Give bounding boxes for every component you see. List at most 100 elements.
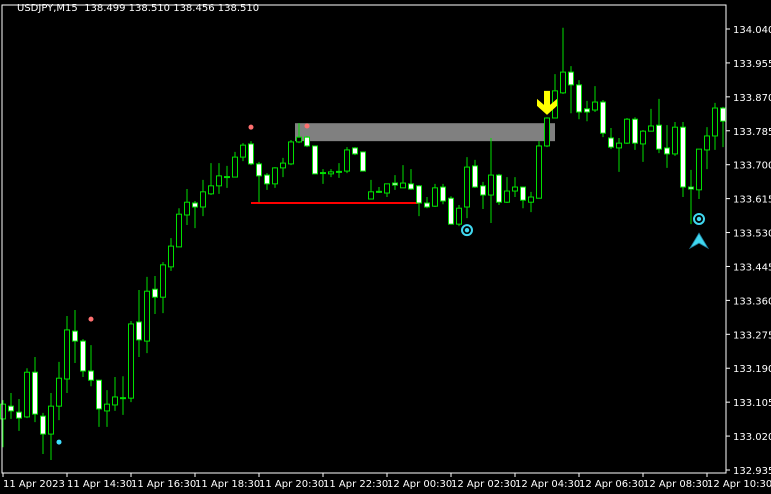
- candle: [528, 191, 534, 213]
- supply-zone: [295, 123, 555, 142]
- candle: [328, 169, 334, 178]
- buy-arrow-icon: [688, 232, 710, 250]
- candle: [16, 398, 22, 431]
- candle-body-bull: [328, 171, 334, 175]
- y-tick-label: 133.445: [733, 262, 771, 273]
- y-tick-label: 133.360: [733, 296, 771, 307]
- candle-body-bear: [600, 101, 606, 134]
- candle: [624, 117, 630, 144]
- candle-body-bull: [232, 156, 238, 178]
- candle: [616, 137, 622, 172]
- candle-body-bear: [576, 84, 582, 113]
- candle-body-bull: [648, 125, 654, 132]
- x-tick-label: 11 Apr 22:30: [323, 479, 388, 490]
- candle: [520, 186, 526, 209]
- candle: [104, 390, 110, 427]
- candle: [376, 187, 382, 194]
- candle: [224, 165, 230, 188]
- ohlc-readout: 138.499 138.510 138.456 138.510: [84, 3, 260, 14]
- candle: [368, 179, 374, 200]
- candle-body-bull: [712, 107, 718, 137]
- candle-body-bear: [656, 124, 662, 150]
- y-tick-label: 133.020: [733, 432, 771, 443]
- cyan-dot-marker: [56, 439, 62, 445]
- candle: [256, 161, 262, 203]
- candle-body-bear: [568, 71, 574, 86]
- candle-body-bear: [496, 174, 502, 203]
- candle: [168, 238, 174, 271]
- symbol-label: USDJPY,M15: [17, 3, 78, 14]
- candle: [96, 379, 102, 427]
- candle: [648, 108, 654, 132]
- x-tick-label: 12 Apr 02:30: [451, 479, 516, 490]
- candle-body-bear: [352, 147, 358, 155]
- candle-body-bear: [608, 137, 614, 148]
- candle-body-bear: [664, 147, 670, 155]
- candle: [480, 181, 486, 209]
- y-tick-label: 133.105: [733, 398, 771, 409]
- candle-body-bull: [592, 101, 598, 111]
- candle-body-bull: [64, 329, 70, 380]
- candle: [8, 392, 14, 419]
- candle: [600, 100, 606, 138]
- candle: [560, 27, 566, 95]
- candle-body-bear: [192, 202, 198, 208]
- candle-body-bull: [488, 174, 494, 196]
- candle: [152, 276, 158, 314]
- candle: [720, 106, 726, 148]
- candle: [288, 139, 294, 166]
- candle-body-bull: [696, 148, 702, 191]
- candle: [424, 197, 430, 209]
- candle: [592, 86, 598, 113]
- candle-body-bull: [544, 117, 550, 147]
- candle-body-bear: [408, 183, 414, 190]
- y-tick-label: 134.040: [733, 25, 771, 36]
- candle-body-bear: [40, 415, 46, 435]
- candle: [344, 147, 350, 174]
- candle: [88, 345, 94, 387]
- candle: [544, 117, 550, 148]
- candle-body-bull: [368, 191, 374, 200]
- candle: [352, 147, 358, 156]
- candle: [464, 157, 470, 219]
- candle: [216, 163, 222, 194]
- candle: [320, 169, 326, 184]
- candle-body-bull: [704, 135, 710, 151]
- x-tick-label: 11 Apr 2023: [3, 479, 65, 490]
- y-tick-label: 133.700: [733, 161, 771, 172]
- x-tick-label: 11 Apr 14:30: [67, 479, 132, 490]
- candle-body-bull: [200, 191, 206, 208]
- candle: [264, 173, 270, 190]
- candle: [176, 208, 182, 248]
- candle-body-bull: [208, 185, 214, 195]
- candle: [432, 183, 438, 207]
- candle: [360, 151, 366, 172]
- candle-body-bear: [424, 202, 430, 208]
- candle-body-bull: [128, 323, 134, 399]
- candle-body-bull: [176, 213, 182, 248]
- candle: [184, 189, 190, 225]
- candle-body-bear: [416, 185, 422, 204]
- sell-arrow-icon: [537, 90, 557, 115]
- red-dot-marker: [88, 316, 94, 322]
- candle: [656, 98, 662, 154]
- candle-body-bear: [152, 288, 158, 298]
- x-tick-label: 11 Apr 18:30: [195, 479, 260, 490]
- candle: [24, 368, 30, 419]
- candle: [144, 276, 150, 354]
- candle-body-bear: [32, 371, 38, 415]
- candle: [512, 177, 518, 198]
- candle: [664, 125, 670, 168]
- candle: [448, 196, 454, 225]
- candle: [208, 163, 214, 196]
- candle-body-bull: [504, 190, 510, 203]
- candle: [248, 141, 254, 166]
- candle: [64, 315, 70, 393]
- candle-body-bull: [456, 207, 462, 225]
- candle-body-bear: [72, 330, 78, 342]
- candle: [416, 185, 422, 217]
- x-tick-label: 12 Apr 10:30: [707, 479, 771, 490]
- x-tick-label: 12 Apr 04:30: [515, 479, 580, 490]
- candle: [696, 148, 702, 200]
